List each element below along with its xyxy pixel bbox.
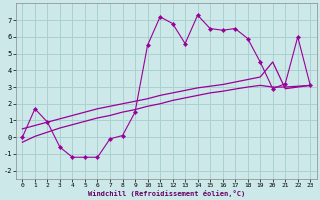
X-axis label: Windchill (Refroidissement éolien,°C): Windchill (Refroidissement éolien,°C) (88, 190, 245, 197)
